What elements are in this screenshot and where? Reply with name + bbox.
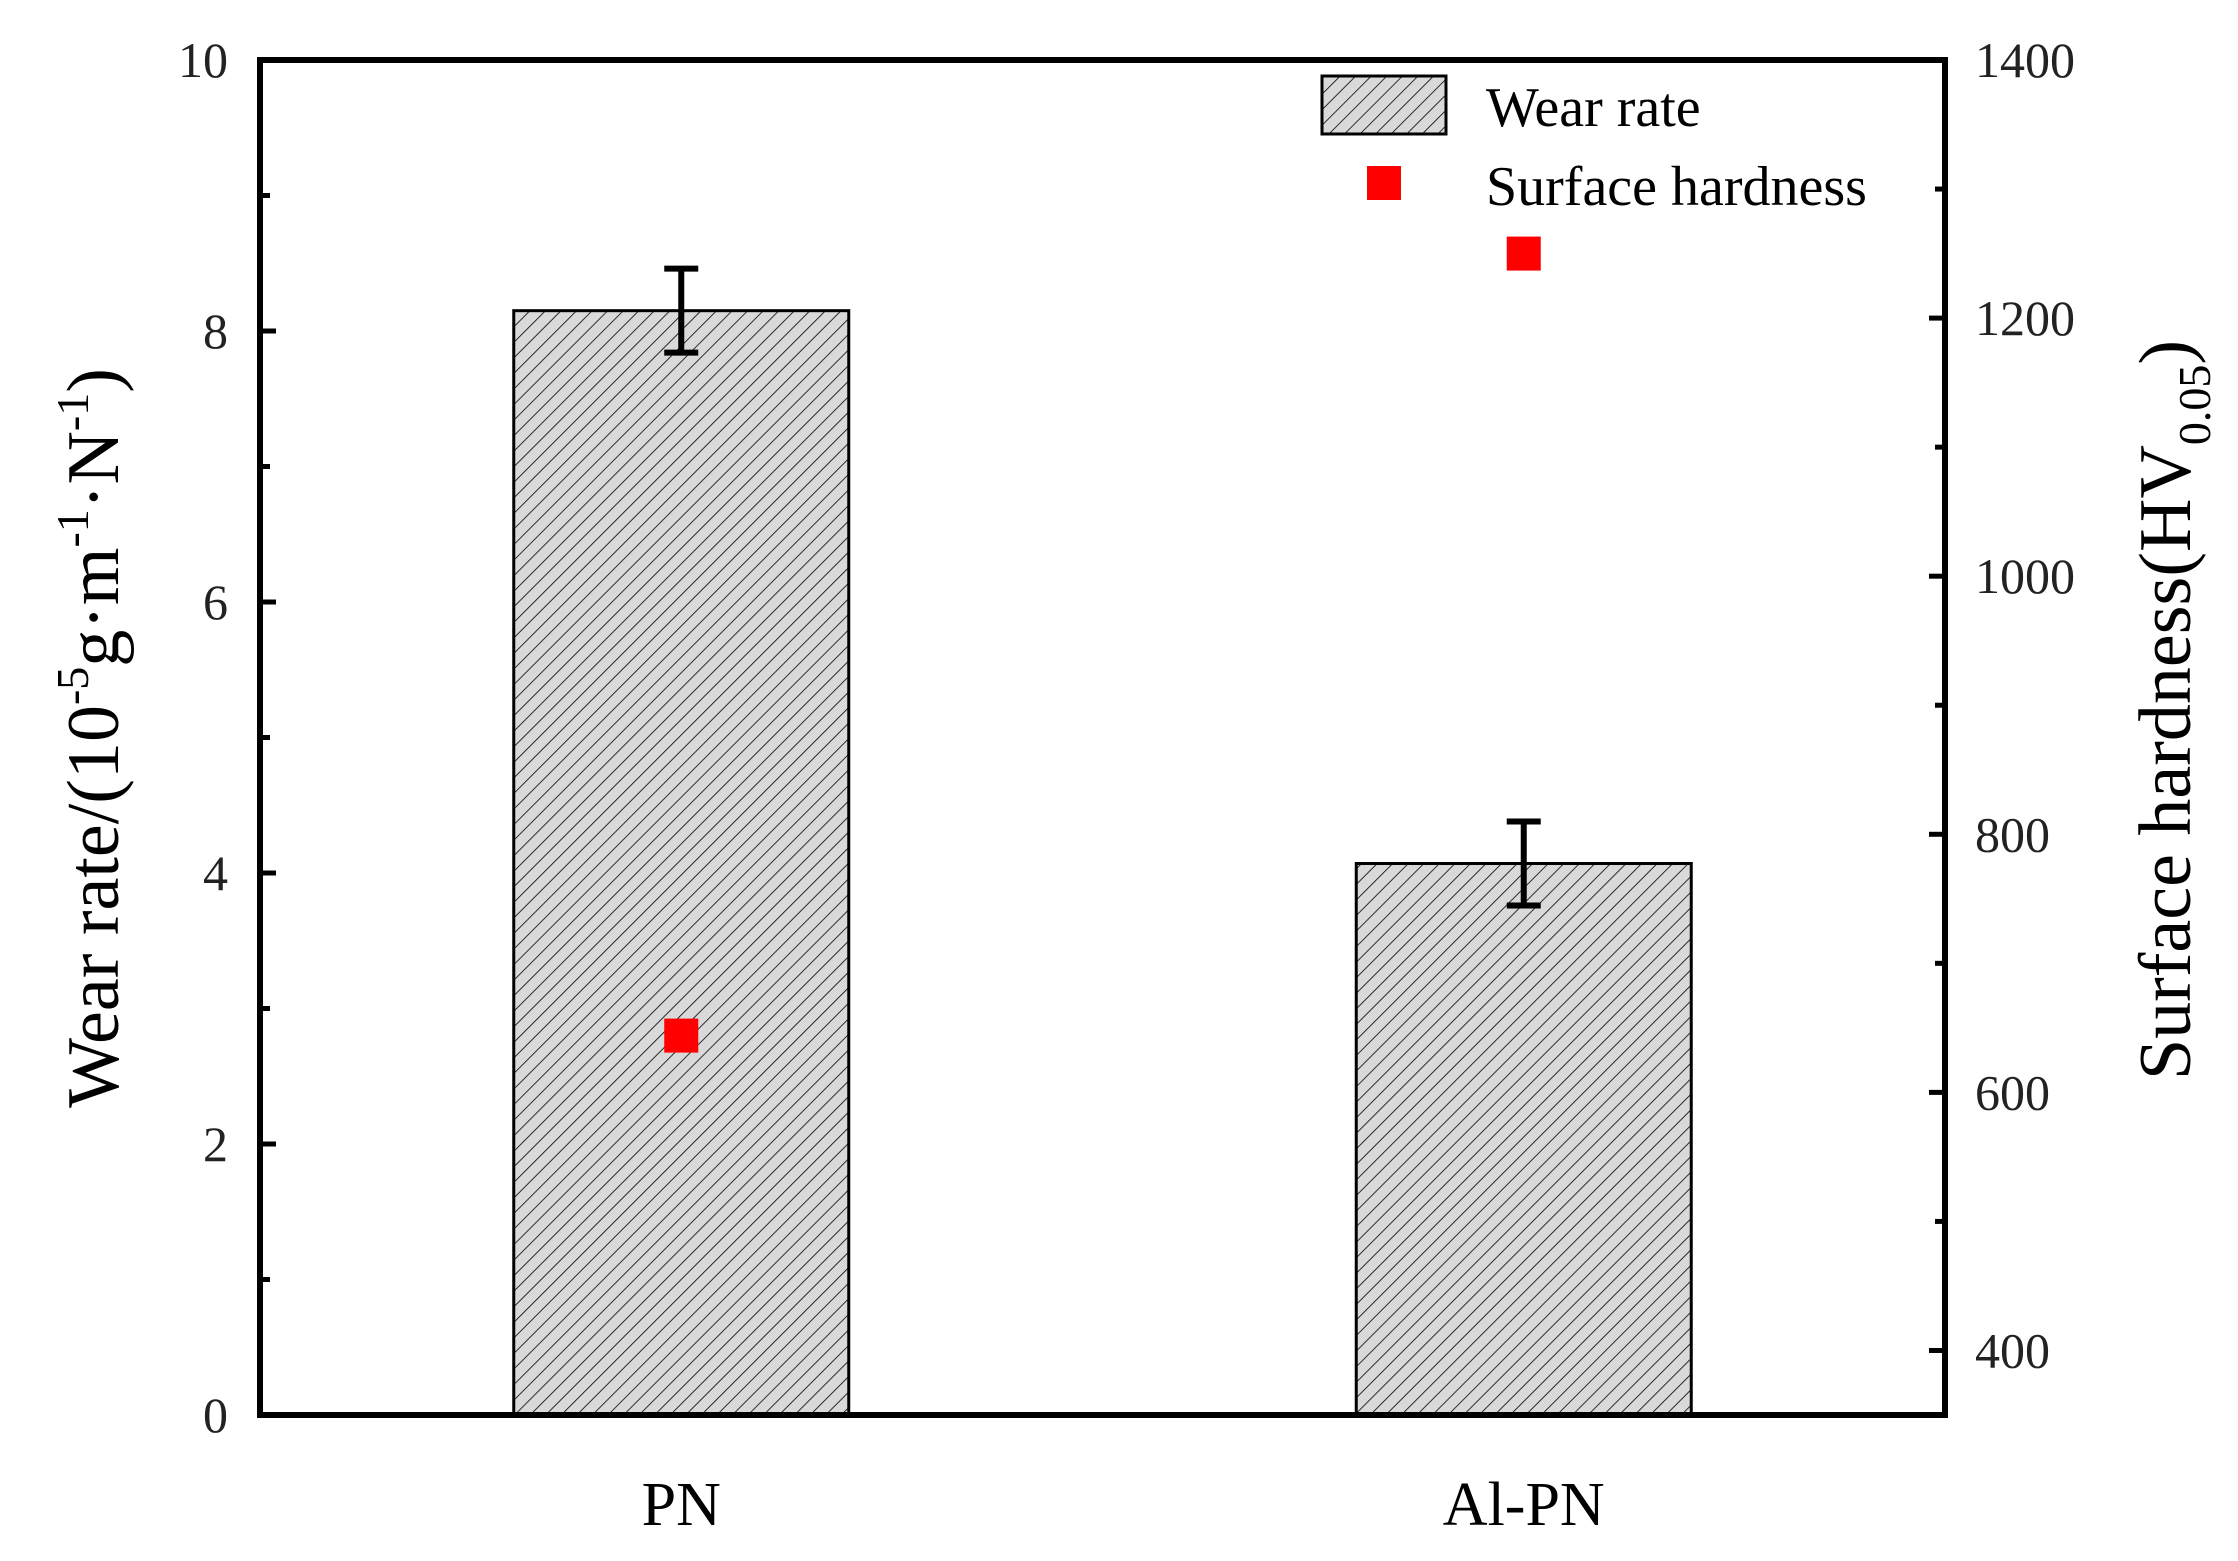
left-tick-label: 6 <box>203 574 228 630</box>
legend-label-surface-hardness: Surface hardness <box>1486 156 1867 218</box>
right-axis-title: Surface hardness(HV0.05) <box>2125 340 2220 1080</box>
right-axis-ticks: 400 600 800 1000 1200 1400 <box>1929 32 2075 1378</box>
left-tick-label: 10 <box>178 32 228 88</box>
right-tick-label: 600 <box>1975 1064 2050 1120</box>
right-tick-label: 1000 <box>1975 548 2075 604</box>
category-label-pn: PN <box>642 1471 721 1539</box>
right-tick-label: 1400 <box>1975 32 2075 88</box>
legend: Wear rate Surface hardness <box>1320 74 1867 218</box>
left-tick-label: 0 <box>203 1387 228 1443</box>
category-label-al-pn: Al-PN <box>1443 1471 1605 1539</box>
left-axis-title: Wear rate/(10-5g·m-1·N-1) <box>47 368 135 1108</box>
left-tick-label: 2 <box>203 1116 228 1172</box>
legend-label-wear-rate: Wear rate <box>1486 77 1701 139</box>
markers-layer <box>664 236 1541 1053</box>
bars-layer <box>512 309 1693 1417</box>
left-tick-label: 4 <box>203 845 228 901</box>
left-tick-label: 8 <box>203 303 228 359</box>
bar-al-pn <box>1354 862 1693 1417</box>
right-tick-label: 400 <box>1975 1322 2050 1378</box>
category-labels: PN Al-PN <box>642 1471 1605 1539</box>
error-bars-layer <box>664 265 1541 909</box>
hardness-marker-al-pn <box>1506 236 1541 271</box>
legend-marker-surface-hardness <box>1367 166 1401 200</box>
legend-swatch-wear-rate <box>1320 74 1448 136</box>
bar-pn <box>512 309 851 1417</box>
hardness-marker-pn <box>664 1018 699 1053</box>
left-axis-ticks: 0 2 4 6 8 10 <box>178 32 276 1443</box>
right-tick-label: 800 <box>1975 806 2050 862</box>
right-tick-label: 1200 <box>1975 290 2075 346</box>
